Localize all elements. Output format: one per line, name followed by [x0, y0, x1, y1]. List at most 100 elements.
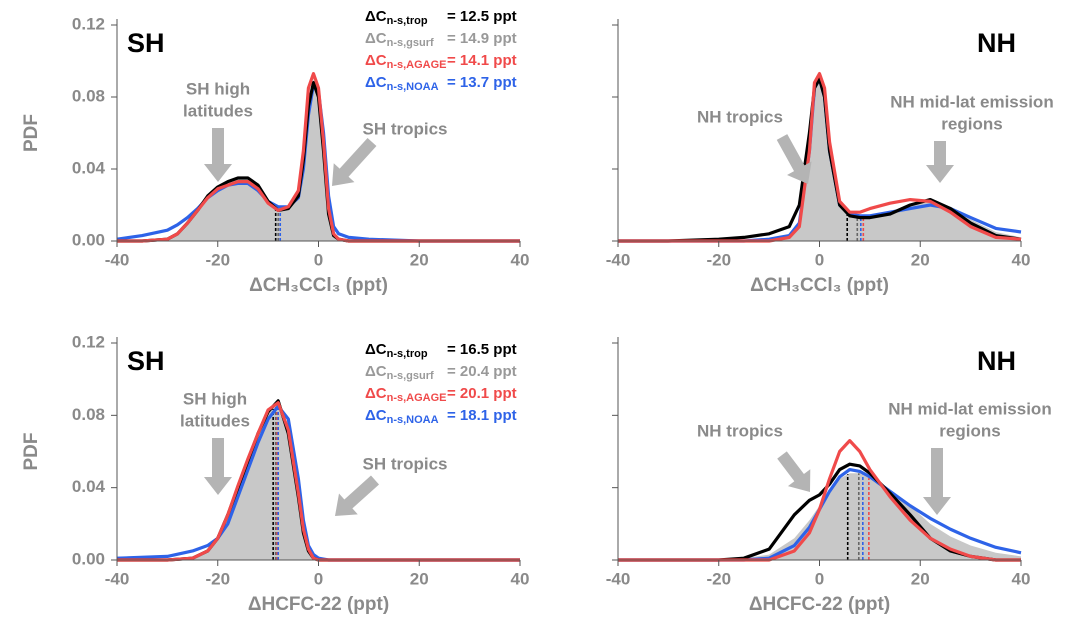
annotation: regions [941, 114, 1002, 133]
x-tick-label: 0 [815, 250, 824, 269]
x-axis-label: ΔHCFC-22 (ppt) [248, 594, 389, 615]
x-tick-label: -40 [105, 250, 130, 269]
legend-subscript: n-s,AGAGE [387, 59, 447, 71]
legend-entry: ΔCn-s,AGAGE= 20.1 ppt [365, 385, 517, 404]
legend-name: ΔC [365, 363, 387, 380]
legend-entry: ΔCn-s,AGAGE= 14.1 ppt [365, 52, 517, 71]
x-tick-label: -20 [706, 569, 731, 588]
y-tick-label: 0.04 [72, 158, 106, 177]
x-tick-label: -40 [606, 569, 631, 588]
area [117, 79, 520, 241]
x-tick-label: 40 [511, 569, 530, 588]
area [618, 473, 1021, 560]
x-tick-label: -40 [606, 250, 631, 269]
x-tick-label: -20 [706, 250, 731, 269]
x-tick-label: 0 [314, 250, 323, 269]
legend-entry: ΔCn-s,gsurf = 20.4 ppt [365, 363, 517, 382]
annotation: SH high [186, 79, 250, 98]
legend-name: ΔC [365, 52, 387, 69]
legend-value: = 14.9 ppt [447, 30, 517, 47]
legend-name: ΔC [365, 74, 387, 91]
region-label: NH [977, 346, 1016, 376]
region-label: SH [127, 346, 165, 376]
y-axis-label: PDF [21, 114, 42, 152]
x-tick-label: 20 [911, 569, 930, 588]
annotation: SH tropics [362, 119, 447, 138]
x-axis-label: ΔHCFC-22 (ppt) [749, 594, 890, 615]
annotation: NH tropics [697, 421, 783, 440]
arrow [926, 141, 954, 183]
area [117, 404, 520, 560]
annotation: SH high [183, 389, 247, 408]
y-tick-label: 0.00 [72, 549, 105, 568]
annotation: latitudes [183, 101, 253, 120]
legend-value: = 20.1 ppt [447, 385, 517, 402]
line [618, 462, 1021, 562]
x-tick-label: 20 [410, 569, 429, 588]
area [618, 75, 1021, 242]
y-tick-label: 0.04 [72, 477, 106, 496]
legend-entry: ΔCn-s,trop = 16.5 ppt [365, 341, 517, 360]
arrow [204, 438, 232, 495]
x-tick-label: 0 [314, 569, 323, 588]
legend-subscript: n-s,gsurf [387, 370, 434, 382]
legend-entry: ΔCn-s,gsurf = 14.9 ppt [365, 30, 517, 49]
annotation: latitudes [180, 411, 250, 430]
x-tick-label: 40 [511, 250, 530, 269]
y-tick-label: 0.08 [72, 405, 105, 424]
y-tick-label: 0.08 [72, 86, 105, 105]
annotation: NH mid-lat emission [890, 92, 1053, 111]
x-tick-label: -40 [105, 569, 130, 588]
legend-name: ΔC [365, 30, 387, 47]
region-label: SH [127, 28, 165, 58]
x-tick-label: -20 [205, 569, 230, 588]
legend-entry: ΔCn-s,trop = 12.5 ppt [365, 8, 517, 27]
legend-value: = 20.4 ppt [447, 363, 517, 380]
legend-entry: ΔCn-s,NOAA = 13.7 ppt [365, 74, 517, 93]
legend-subscript: n-s,trop [387, 348, 428, 360]
legend-name: ΔC [365, 407, 387, 424]
legend-name: ΔC [365, 8, 387, 25]
legend-name: ΔC [365, 385, 387, 402]
x-axis-label: ΔCH₃CCl₃ (ppt) [249, 275, 388, 296]
line [117, 72, 520, 243]
x-axis-label: ΔCH₃CCl₃ (ppt) [750, 275, 889, 296]
legend-value: = 13.7 ppt [447, 74, 517, 91]
x-tick-label: -20 [205, 250, 230, 269]
y-tick-label: 0.00 [72, 230, 105, 249]
annotation: regions [939, 421, 1000, 440]
line [117, 399, 520, 562]
y-tick-label: 0.12 [72, 332, 105, 351]
legend-value: = 14.1 ppt [447, 52, 517, 69]
annotation: SH tropics [362, 454, 447, 473]
arrow [204, 128, 232, 182]
line [618, 467, 1022, 562]
legend-subscript: n-s,NOAA [387, 81, 439, 93]
legend-subscript: n-s,AGAGE [387, 392, 447, 404]
legend-name: ΔC [365, 341, 387, 358]
x-tick-label: 20 [911, 250, 930, 269]
y-tick-label: 0.12 [72, 14, 105, 33]
legend-subscript: n-s,gsurf [387, 37, 434, 49]
arrow [335, 475, 380, 516]
arrow [332, 137, 377, 186]
annotation: NH tropics [697, 107, 783, 126]
legend-value: = 16.5 ppt [447, 341, 517, 358]
x-tick-label: 40 [1012, 250, 1031, 269]
legend-value: = 12.5 ppt [447, 8, 517, 25]
line [116, 404, 520, 562]
region-label: NH [977, 28, 1016, 58]
legend-value: = 18.1 ppt [447, 407, 517, 424]
legend-subscript: n-s,trop [387, 15, 428, 27]
annotation: NH mid-lat emission [888, 399, 1051, 418]
legend-subscript: n-s,NOAA [387, 414, 439, 426]
x-tick-label: 20 [410, 250, 429, 269]
x-tick-label: 0 [815, 569, 824, 588]
y-axis-label: PDF [21, 433, 42, 471]
line [117, 401, 520, 562]
x-tick-label: 40 [1012, 569, 1031, 588]
arrow [923, 448, 951, 515]
arrow [776, 134, 812, 184]
arrow [777, 451, 811, 492]
